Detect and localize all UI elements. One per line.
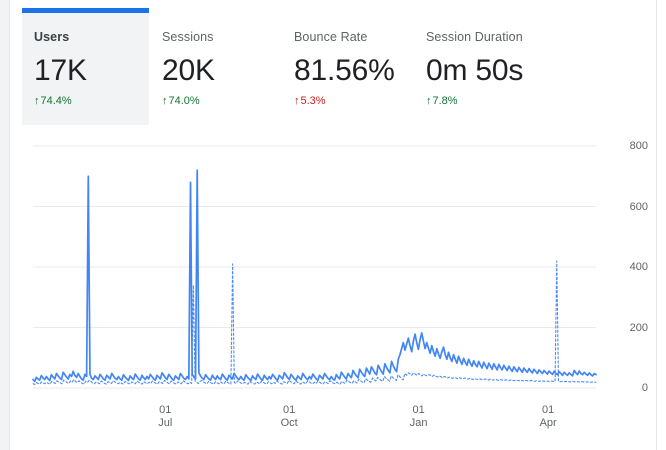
- kpi-tab-bounce-rate[interactable]: Bounce Rate 81.56% ↑ 5.3%: [282, 8, 412, 125]
- chart-series-primary: [32, 169, 597, 383]
- kpi-tab-selected-indicator: [22, 8, 149, 13]
- arrow-up-icon: ↑: [162, 95, 168, 107]
- page-right-edge: [657, 0, 666, 450]
- x-axis-tick-day: 01: [159, 404, 172, 416]
- timeseries-chart-svg[interactable]: [10, 128, 656, 450]
- x-axis-tick-label: 01 Apr: [528, 404, 568, 430]
- y-axis-tick-label: 0: [641, 382, 648, 394]
- arrow-up-icon: ↑: [34, 95, 40, 107]
- kpi-delta-value: 5.3%: [300, 95, 326, 107]
- kpi-tab-strip: Users 17K ↑ 74.4% Sessions 20K ↑ 74.0% Bounce Ra…: [10, 0, 656, 128]
- kpi-title: Bounce Rate: [294, 30, 368, 44]
- kpi-title: Users: [34, 30, 70, 44]
- kpi-value: 0m 50s: [426, 54, 524, 87]
- y-axis-tick-label: 600: [629, 200, 648, 213]
- kpi-value: 20K: [162, 54, 215, 87]
- x-axis-tick-day: 01: [542, 404, 555, 416]
- kpi-value: 81.56%: [294, 54, 395, 87]
- page-left-border: [9, 0, 10, 450]
- y-axis-tick-label: 400: [629, 261, 648, 273]
- arrow-up-icon: ↑: [426, 95, 432, 107]
- x-axis-tick-label: 01 Oct: [269, 404, 309, 430]
- kpi-delta: ↑ 74.0%: [162, 95, 280, 108]
- timeseries-chart-panel: 0 200 400 600 800 01 Jul 01 Oct 01 Jan 01 Apr: [10, 128, 656, 450]
- chart-series-comparison: [32, 260, 597, 385]
- x-axis-tick-day: 01: [283, 404, 296, 416]
- kpi-tab-session-duration[interactable]: Session Duration 0m 50s ↑ 7.8%: [414, 8, 584, 125]
- kpi-tab-users[interactable]: Users 17K ↑ 74.4%: [22, 8, 149, 125]
- x-axis-tick-label: 01 Jul: [145, 404, 185, 430]
- arrow-up-icon: ↑: [294, 95, 300, 107]
- kpi-delta-value: 74.0%: [168, 95, 200, 107]
- y-axis-tick-label: 200: [629, 321, 648, 334]
- kpi-delta-value: 74.4%: [40, 95, 72, 107]
- kpi-delta: ↑ 7.8%: [426, 95, 584, 108]
- kpi-value: 17K: [34, 54, 87, 87]
- x-axis-tick-month: Oct: [280, 417, 298, 429]
- kpi-tab-sessions[interactable]: Sessions 20K ↑ 74.0%: [150, 8, 280, 125]
- chart-series-layer: [32, 169, 597, 385]
- x-axis-tick-month: Jan: [409, 417, 428, 429]
- kpi-title: Session Duration: [426, 30, 523, 44]
- kpi-delta-value: 7.8%: [432, 95, 458, 107]
- x-axis-tick-month: Jul: [158, 417, 173, 429]
- x-axis-tick-month: Apr: [539, 417, 557, 429]
- page-right-border: [656, 0, 657, 450]
- y-axis-tick-label: 800: [629, 140, 648, 152]
- kpi-delta: ↑ 5.3%: [294, 95, 412, 108]
- kpi-delta: ↑ 74.4%: [34, 95, 149, 108]
- x-axis-tick-label: 01 Jan: [399, 404, 439, 430]
- x-axis-tick-day: 01: [412, 404, 425, 416]
- chart-gridlines: [33, 145, 596, 389]
- page-left-edge: [0, 0, 9, 450]
- kpi-title: Sessions: [162, 30, 214, 44]
